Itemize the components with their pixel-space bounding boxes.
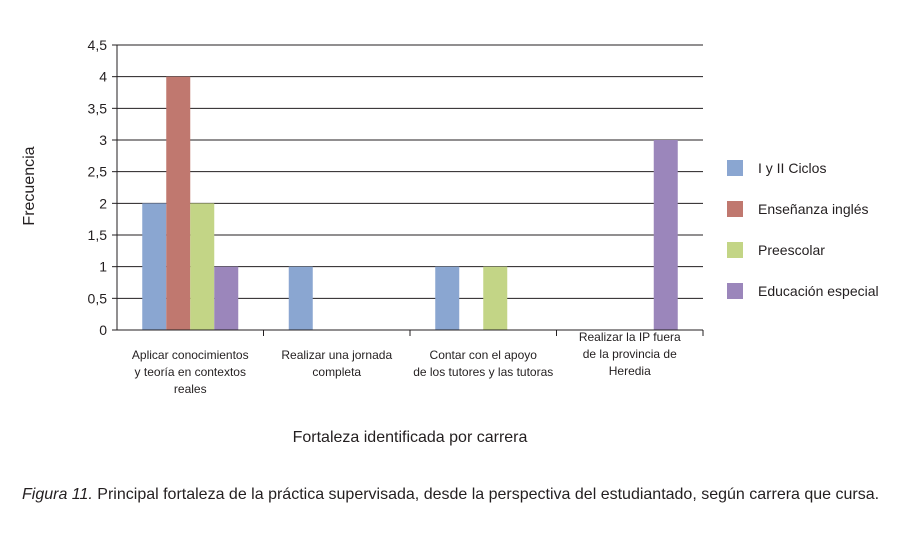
y-tick-label: 4 (99, 69, 107, 85)
y-tick-label: 1 (99, 259, 107, 275)
bar (214, 266, 239, 330)
legend: I y II Ciclos Enseñanza inglés Preescolar E… (727, 160, 879, 299)
x-axis-label: Fortaleza identificada por carrera (293, 429, 528, 446)
legend-swatch (727, 201, 743, 217)
figure-label: Figura 11. (22, 486, 93, 503)
bar (288, 266, 313, 330)
caption-text: Principal fortaleza de la práctica super… (92, 486, 880, 503)
bar (190, 203, 215, 330)
legend-label: Enseñanza inglés (758, 201, 869, 217)
y-tick-label: 2 (99, 195, 107, 211)
y-tick-labels: 0 0,5 1 1,5 2 2,5 3 3,5 4 4,5 (88, 37, 108, 338)
bar (483, 266, 508, 330)
x-category-label: Contar con el apoyo de los tutores y las … (413, 348, 553, 379)
y-tick-label: 2,5 (88, 164, 108, 180)
y-tick-label: 3,5 (88, 100, 108, 116)
legend-label: Educación especial (758, 283, 879, 299)
legend-label: I y II Ciclos (758, 160, 826, 176)
legend-swatch (727, 160, 743, 176)
x-category-labels: Aplicar conocimientos y teoría en context… (132, 330, 681, 396)
bar (435, 266, 460, 330)
bars (142, 76, 678, 331)
bar-chart: 0 0,5 1 1,5 2 2,5 3 3,5 4 4,5 Aplicar conocimient… (21, 37, 879, 446)
x-category-label: Aplicar conocimientos y teoría en context… (132, 348, 249, 396)
x-category-label: Realizar una jornada completa (281, 348, 392, 379)
legend-label: Preescolar (758, 242, 825, 258)
x-category-label: Realizar la IP fuera de la provincia de He… (579, 330, 681, 378)
y-tick-label: 3 (99, 132, 107, 148)
legend-swatch (727, 242, 743, 258)
y-tick-label: 4,5 (88, 37, 108, 53)
y-tick-label: 1,5 (88, 227, 108, 243)
bar (166, 76, 191, 331)
bar (142, 203, 167, 330)
axes (112, 44, 704, 336)
y-tick-label: 0,5 (88, 290, 108, 306)
y-axis-label: Frecuencia (21, 146, 38, 225)
legend-swatch (727, 283, 743, 299)
figure-caption: Figura 11. Principal fortaleza de la prá… (22, 484, 882, 505)
bar (653, 140, 678, 330)
y-tick-label: 0 (99, 322, 107, 338)
